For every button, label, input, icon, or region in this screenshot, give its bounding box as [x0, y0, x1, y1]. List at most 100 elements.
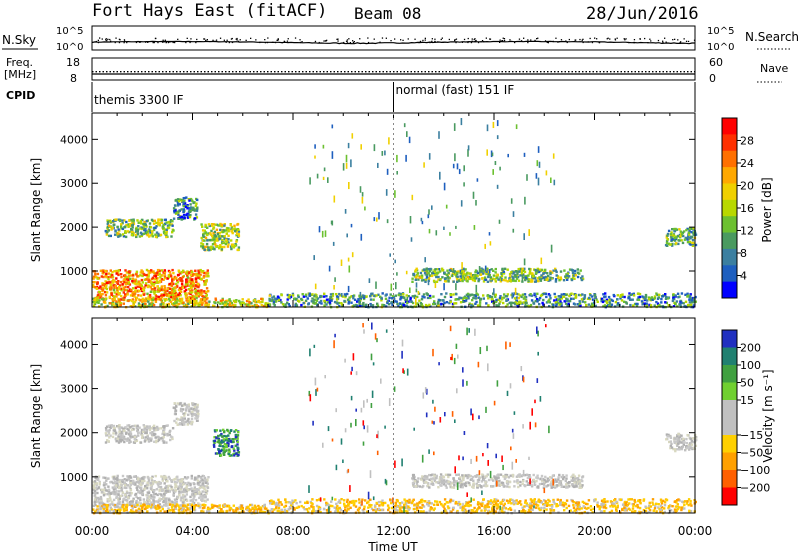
range-cell [239, 507, 243, 510]
range-cell [117, 280, 120, 283]
range-cell [142, 225, 146, 228]
range-cell [536, 269, 539, 272]
range-cell [650, 296, 654, 299]
noise-search-point [345, 40, 348, 42]
range-cell [311, 297, 314, 300]
range-cell [93, 510, 97, 513]
range-cell [304, 299, 308, 302]
range-cell [195, 488, 198, 492]
range-cell [155, 277, 158, 280]
scatter-echo [524, 196, 526, 205]
range-cell [131, 224, 134, 227]
range-cell [438, 270, 442, 273]
range-cell [145, 299, 148, 303]
range-cell [570, 268, 573, 271]
scatter-echo [376, 217, 378, 222]
noise-search-point [348, 38, 350, 40]
range-cell [143, 273, 146, 277]
range-cell [223, 504, 226, 507]
range-cell [163, 272, 166, 275]
range-cell [165, 298, 168, 301]
range-cell [140, 234, 143, 238]
range-cell [577, 293, 581, 297]
range-cell [124, 269, 127, 272]
range-cell [466, 276, 470, 279]
range-cell [118, 304, 121, 307]
range-cell [119, 303, 122, 307]
range-cell [227, 238, 230, 241]
range-cell [135, 500, 138, 503]
range-cell [189, 203, 192, 206]
range-cell [212, 504, 215, 507]
range-cell [681, 241, 685, 245]
range-cell [178, 490, 181, 493]
noise-search-point [379, 41, 381, 43]
range-cell [119, 280, 123, 284]
range-cell [531, 278, 534, 281]
range-cell [208, 300, 211, 303]
range-cell [233, 229, 237, 233]
range-cell [98, 290, 101, 294]
range-cell [554, 269, 557, 272]
range-cell [215, 429, 218, 432]
range-cell [437, 278, 440, 281]
scatter-echo [377, 162, 379, 168]
range-cell [146, 292, 149, 295]
range-cell [180, 277, 183, 281]
range-cell [474, 271, 477, 274]
range-cell [327, 301, 330, 304]
scatter-echo [443, 283, 445, 291]
range-cell [217, 438, 221, 442]
range-cell [150, 494, 153, 497]
range-cell [535, 271, 538, 275]
range-cell [181, 421, 185, 424]
range-cell [559, 302, 562, 305]
range-cell [203, 476, 207, 480]
range-cell [181, 284, 184, 287]
range-cell [355, 303, 358, 307]
range-cell [164, 502, 168, 505]
noise-search-point [441, 37, 443, 39]
range-cell [172, 278, 175, 281]
range-cell [657, 296, 660, 299]
range-cell [387, 303, 391, 306]
range-cell [169, 503, 172, 506]
range-cell [240, 302, 243, 305]
range-cell [172, 217, 176, 220]
range-cell [134, 493, 137, 497]
range-cell [116, 234, 119, 237]
noise-search-point [509, 39, 511, 41]
range-cell [176, 274, 180, 277]
range-cell [93, 304, 96, 307]
range-cell [671, 299, 675, 303]
range-cell [170, 508, 174, 512]
range-cell [664, 244, 668, 247]
range-cell [644, 295, 648, 298]
noise-search-point [236, 37, 238, 40]
range-cell [338, 304, 341, 308]
range-cell [605, 305, 609, 308]
range-cell [540, 274, 543, 277]
range-cell [92, 285, 95, 288]
range-cell [180, 215, 183, 218]
range-cell [553, 292, 556, 296]
range-cell [376, 304, 380, 307]
scatter-echo [461, 262, 463, 270]
range-cell [187, 271, 191, 275]
range-cell [689, 227, 693, 230]
range-cell [637, 298, 641, 301]
range-cell [218, 444, 221, 448]
range-cell [185, 213, 188, 217]
range-cell [190, 503, 193, 507]
range-cell [155, 221, 158, 225]
range-cell [130, 428, 134, 432]
scatter-echo [439, 171, 441, 180]
range-cell [302, 295, 306, 298]
range-cell [194, 477, 197, 480]
range-cell [516, 272, 519, 276]
range-cell [534, 295, 538, 298]
range-cell [191, 489, 194, 493]
range-cell [517, 293, 520, 296]
noise-search-point [352, 40, 354, 42]
range-cell [533, 268, 536, 271]
